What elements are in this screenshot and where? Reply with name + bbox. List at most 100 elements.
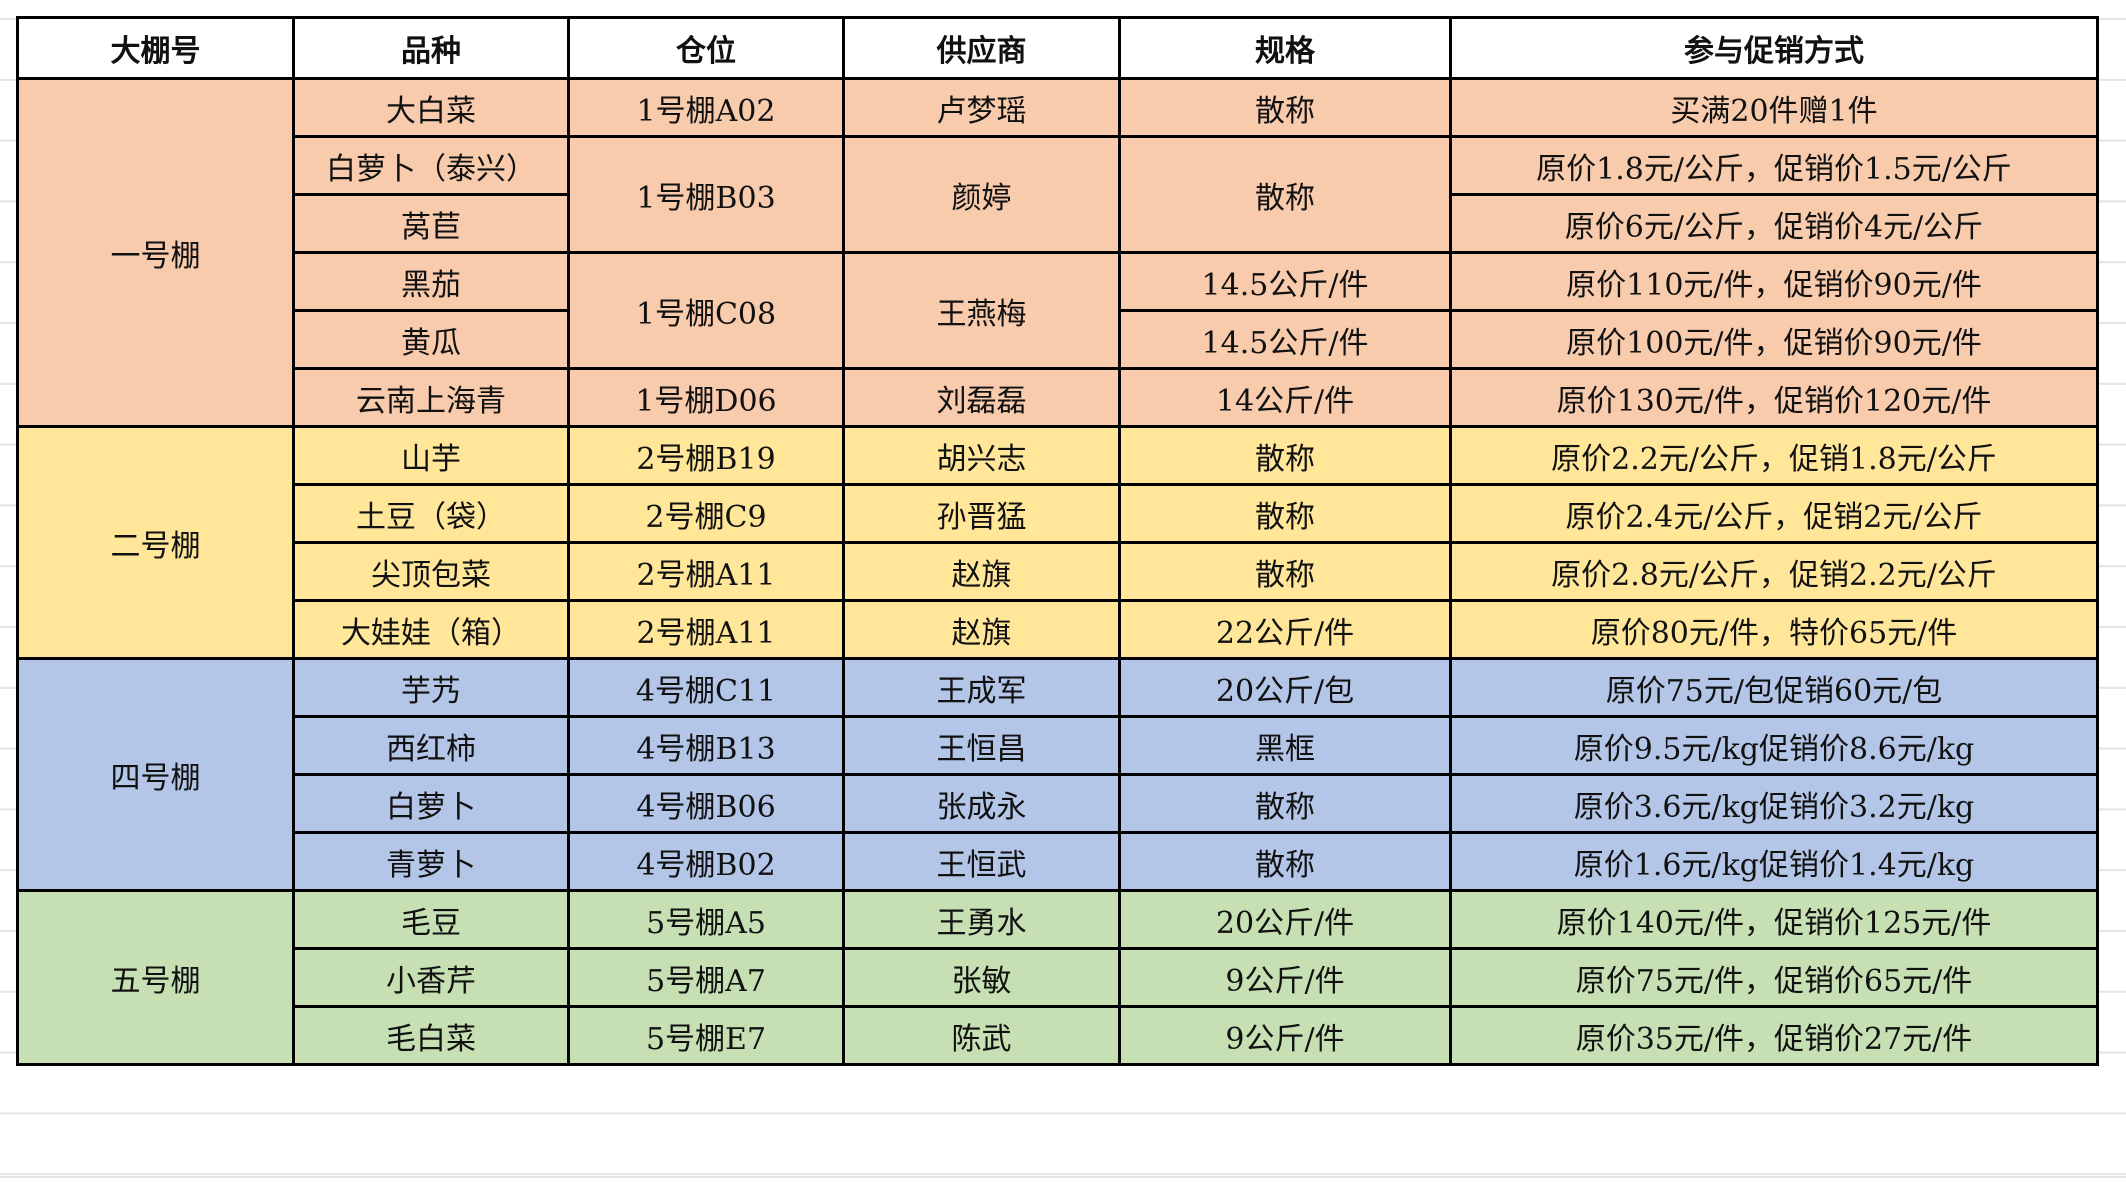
spec-cell[interactable]: 9公斤/件 bbox=[1118, 947, 1452, 1008]
supplier-cell[interactable]: 刘磊磊 bbox=[842, 367, 1121, 428]
variety-cell[interactable]: 尖顶包菜 bbox=[292, 541, 570, 602]
table-row: 云南上海青 1号棚D06 刘磊磊 14公斤/件 原价130元/件，促销价120元/件 bbox=[17, 367, 2099, 428]
variety-cell[interactable]: 芋艿 bbox=[292, 657, 570, 718]
greenhouse-cell[interactable]: 一号棚 bbox=[16, 77, 295, 428]
promotion-cell[interactable]: 原价2.2元/公斤，促销1.8元/公斤 bbox=[1449, 425, 2099, 486]
location-cell[interactable]: 4号棚B13 bbox=[567, 715, 845, 776]
spec-cell[interactable]: 14.5公斤/件 bbox=[1118, 251, 1452, 312]
table-row: 小香芹 5号棚A7 张敏 9公斤/件 原价75元/件，促销价65元/件 bbox=[17, 947, 2099, 1008]
supplier-cell[interactable]: 王勇水 bbox=[842, 889, 1121, 950]
table-row: 尖顶包菜 2号棚A11 赵旗 散称 原价2.8元/公斤，促销2.2元/公斤 bbox=[17, 541, 2099, 602]
greenhouse-cell[interactable]: 四号棚 bbox=[16, 657, 295, 892]
promotion-cell[interactable]: 原价110元/件，促销价90元/件 bbox=[1449, 251, 2099, 312]
variety-cell[interactable]: 山芋 bbox=[292, 425, 570, 486]
supplier-cell[interactable]: 王燕梅 bbox=[842, 251, 1121, 370]
variety-cell[interactable]: 小香芹 bbox=[292, 947, 570, 1008]
spec-cell[interactable]: 散称 bbox=[1118, 831, 1452, 892]
spec-cell[interactable]: 14公斤/件 bbox=[1118, 367, 1452, 428]
location-cell[interactable]: 4号棚C11 bbox=[567, 657, 845, 718]
promotion-cell[interactable]: 原价35元/件，促销价27元/件 bbox=[1449, 1005, 2099, 1066]
supplier-cell[interactable]: 张成永 bbox=[842, 773, 1121, 834]
spec-cell[interactable]: 散称 bbox=[1118, 77, 1452, 138]
location-cell[interactable]: 5号棚A7 bbox=[567, 947, 845, 1008]
variety-cell[interactable]: 大白菜 bbox=[292, 77, 570, 138]
spec-cell[interactable]: 14.5公斤/件 bbox=[1118, 309, 1452, 370]
promotion-cell[interactable]: 原价130元/件，促销价120元/件 bbox=[1449, 367, 2099, 428]
promotion-table: 大棚号 品种 仓位 供应商 规格 参与促销方式 一号棚 大白菜 1号棚A02 卢梦瑶散… bbox=[16, 16, 2099, 1066]
header-supplier[interactable]: 供应商 bbox=[842, 16, 1121, 80]
header-greenhouse[interactable]: 大棚号 bbox=[16, 16, 295, 80]
variety-cell[interactable]: 云南上海青 bbox=[292, 367, 570, 428]
promotion-cell[interactable]: 原价2.8元/公斤，促销2.2元/公斤 bbox=[1449, 541, 2099, 602]
header-location[interactable]: 仓位 bbox=[567, 16, 845, 80]
promotion-cell[interactable]: 原价1.6元/kg促销价1.4元/kg bbox=[1449, 831, 2099, 892]
location-cell[interactable]: 5号棚A5 bbox=[567, 889, 845, 950]
promotion-cell[interactable]: 原价6元/公斤，促销价4元/公斤 bbox=[1449, 193, 2099, 254]
variety-cell[interactable]: 西红柿 bbox=[292, 715, 570, 776]
variety-cell[interactable]: 黄瓜 bbox=[292, 309, 570, 370]
variety-cell[interactable]: 白萝卜 bbox=[292, 773, 570, 834]
table-row: 白萝卜（泰兴） 1号棚B03 颜婷 散称 原价1.8元/公斤，促销价1.5元/公斤 bbox=[17, 135, 2099, 254]
table-row: 土豆（袋） 2号棚C9 孙晋猛 散称 原价2.4元/公斤，促销2元/公斤 bbox=[17, 483, 2099, 544]
location-cell[interactable]: 2号棚A11 bbox=[567, 599, 845, 660]
supplier-cell[interactable]: 孙晋猛 bbox=[842, 483, 1121, 544]
supplier-cell[interactable]: 卢梦瑶 bbox=[842, 77, 1121, 138]
spec-cell[interactable]: 20公斤/件 bbox=[1118, 889, 1452, 950]
spec-cell[interactable]: 散称 bbox=[1118, 425, 1452, 486]
location-cell[interactable]: 2号棚B19 bbox=[567, 425, 845, 486]
table-row: 四号棚 芋艿 4号棚C11 王成军 20公斤/包 原价75元/包促销60元/包 bbox=[16, 657, 2099, 892]
variety-cell[interactable]: 毛豆 bbox=[292, 889, 570, 950]
promotion-cell[interactable]: 原价3.6元/kg促销价3.2元/kg bbox=[1449, 773, 2099, 834]
location-cell[interactable]: 4号棚B02 bbox=[567, 831, 845, 892]
location-cell[interactable]: 1号棚C08 bbox=[567, 251, 845, 370]
promotion-cell[interactable]: 原价9.5元/kg促销价8.6元/kg bbox=[1449, 715, 2099, 776]
promotion-cell[interactable]: 买满20件赠1件 bbox=[1449, 77, 2099, 138]
supplier-cell[interactable]: 王成军 bbox=[842, 657, 1121, 718]
header-spec[interactable]: 规格 bbox=[1118, 16, 1452, 80]
variety-cell[interactable]: 黑茄 bbox=[292, 251, 570, 312]
table-row: 青萝卜 4号棚B02 王恒武 散称 原价1.6元/kg促销价1.4元/kg bbox=[17, 831, 2099, 892]
supplier-cell[interactable]: 张敏 bbox=[842, 947, 1121, 1008]
variety-cell[interactable]: 大娃娃（箱） bbox=[292, 599, 570, 660]
promotion-cell[interactable]: 原价140元/件，促销价125元/件 bbox=[1449, 889, 2099, 950]
supplier-cell[interactable]: 颜婷 bbox=[842, 135, 1121, 254]
spec-cell[interactable]: 22公斤/件 bbox=[1118, 599, 1452, 660]
spec-cell[interactable]: 散称 bbox=[1118, 773, 1452, 834]
variety-cell[interactable]: 莴苣 bbox=[292, 193, 570, 254]
variety-cell[interactable]: 青萝卜 bbox=[292, 831, 570, 892]
supplier-cell[interactable]: 赵旗 bbox=[842, 541, 1121, 602]
header-variety[interactable]: 品种 bbox=[292, 16, 570, 80]
header-promotion[interactable]: 参与促销方式 bbox=[1449, 16, 2099, 80]
location-cell[interactable]: 2号棚C9 bbox=[567, 483, 845, 544]
spec-cell[interactable]: 黑框 bbox=[1118, 715, 1452, 776]
variety-cell[interactable]: 白萝卜（泰兴） bbox=[292, 135, 570, 196]
location-cell[interactable]: 1号棚B03 bbox=[567, 135, 845, 254]
spec-cell[interactable]: 散称 bbox=[1118, 135, 1452, 254]
variety-cell[interactable]: 毛白菜 bbox=[292, 1005, 570, 1066]
location-cell[interactable]: 1号棚A02 bbox=[567, 77, 845, 138]
promotion-cell[interactable]: 原价75元/件，促销价65元/件 bbox=[1449, 947, 2099, 1008]
promotion-cell[interactable]: 原价100元/件，促销价90元/件 bbox=[1449, 309, 2099, 370]
table-body: 一号棚 大白菜 1号棚A02 卢梦瑶 散称 买满20件赠1件 白萝卜（泰兴） 1号棚B03 颜婷… bbox=[16, 77, 2099, 1066]
promotion-cell[interactable]: 原价75元/包促销60元/包 bbox=[1449, 657, 2099, 718]
supplier-cell[interactable]: 胡兴志 bbox=[842, 425, 1121, 486]
promotion-cell[interactable]: 原价2.4元/公斤，促销2元/公斤 bbox=[1449, 483, 2099, 544]
promotion-cell[interactable]: 原价80元/件，特价65元/件 bbox=[1449, 599, 2099, 660]
location-cell[interactable]: 2号棚A11 bbox=[567, 541, 845, 602]
table-row: 白萝卜 4号棚B06 张成永 散称 原价3.6元/kg促销价3.2元/kg bbox=[17, 773, 2099, 834]
promotion-cell[interactable]: 原价1.8元/公斤，促销价1.5元/公斤 bbox=[1449, 135, 2099, 196]
greenhouse-cell[interactable]: 二号棚 bbox=[16, 425, 295, 660]
location-cell[interactable]: 1号棚D06 bbox=[567, 367, 845, 428]
spec-cell[interactable]: 20公斤/包 bbox=[1118, 657, 1452, 718]
variety-cell[interactable]: 土豆（袋） bbox=[292, 483, 570, 544]
supplier-cell[interactable]: 王恒昌 bbox=[842, 715, 1121, 776]
spec-cell[interactable]: 散称 bbox=[1118, 541, 1452, 602]
spec-cell[interactable]: 散称 bbox=[1118, 483, 1452, 544]
location-cell[interactable]: 5号棚E7 bbox=[567, 1005, 845, 1066]
spec-cell[interactable]: 9公斤/件 bbox=[1118, 1005, 1452, 1066]
location-cell[interactable]: 4号棚B06 bbox=[567, 773, 845, 834]
supplier-cell[interactable]: 赵旗 bbox=[842, 599, 1121, 660]
greenhouse-cell[interactable]: 五号棚 bbox=[16, 889, 295, 1066]
supplier-cell[interactable]: 王恒武 bbox=[842, 831, 1121, 892]
supplier-cell[interactable]: 陈武 bbox=[842, 1005, 1121, 1066]
